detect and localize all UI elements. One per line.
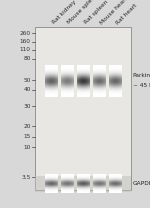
Text: 50: 50 <box>23 78 31 83</box>
Text: 80: 80 <box>23 56 31 61</box>
Text: 160: 160 <box>20 39 31 44</box>
Bar <box>35 27 130 190</box>
Text: GAPDH: GAPDH <box>133 181 150 186</box>
Text: Mouse heart: Mouse heart <box>99 0 129 25</box>
Text: 40: 40 <box>23 87 31 92</box>
Text: 15: 15 <box>23 134 31 139</box>
Text: 260: 260 <box>20 31 31 36</box>
Text: 110: 110 <box>20 47 31 52</box>
Text: 3.5: 3.5 <box>21 175 31 180</box>
Bar <box>35 176 130 192</box>
Text: 10: 10 <box>23 145 31 150</box>
Text: Parkin: Parkin <box>133 73 150 78</box>
Text: 30: 30 <box>23 104 31 109</box>
Text: Rat kidney: Rat kidney <box>51 0 77 25</box>
Text: Rat heart: Rat heart <box>115 2 138 25</box>
Text: Rat spleen: Rat spleen <box>83 0 109 25</box>
Text: 20: 20 <box>23 124 31 129</box>
Text: ~ 45 kDa: ~ 45 kDa <box>133 83 150 88</box>
Text: Mouse spleen: Mouse spleen <box>67 0 99 25</box>
